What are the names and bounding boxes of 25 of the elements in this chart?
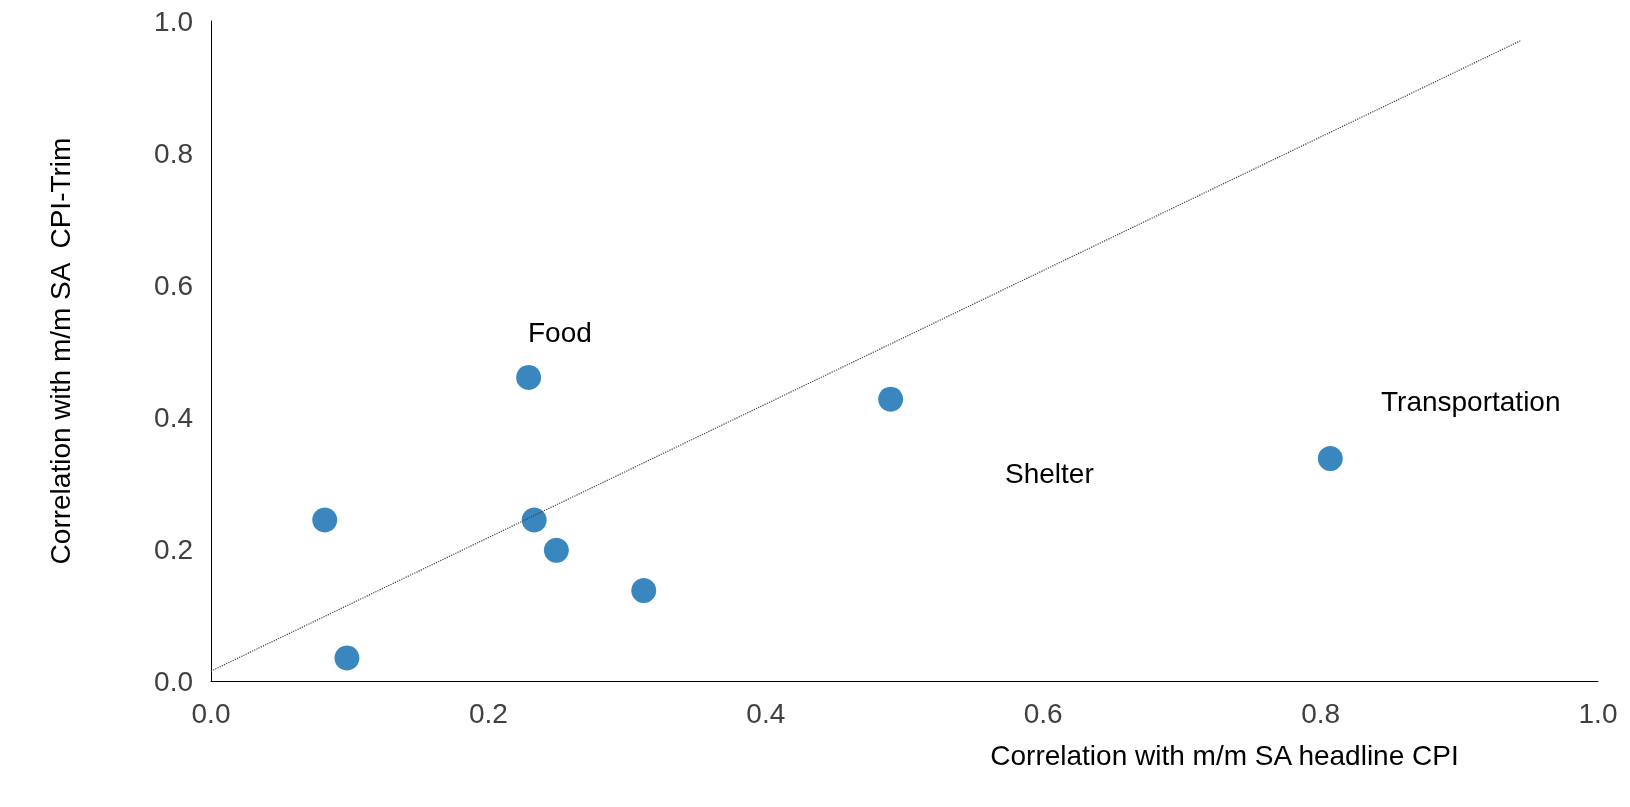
y-tick-label: 0.6 bbox=[154, 269, 193, 301]
point bbox=[878, 386, 904, 412]
y-tick-label: 0.8 bbox=[154, 137, 193, 169]
annotation: Food bbox=[528, 316, 592, 348]
y-tick-label: 1.0 bbox=[154, 5, 193, 37]
annotation: Transportation bbox=[1381, 385, 1561, 417]
x-tick-label: 0.8 bbox=[1301, 697, 1341, 729]
x-tick-label: 0.4 bbox=[746, 697, 786, 729]
point bbox=[631, 578, 657, 604]
y-tick-label: 0.2 bbox=[154, 533, 193, 565]
x-tick-label: 1.0 bbox=[1578, 697, 1618, 729]
x-axis-title: Correlation with m/m SA headline CPI bbox=[990, 739, 1459, 771]
x-tick-label: 0.6 bbox=[1023, 697, 1063, 729]
point bbox=[1317, 446, 1343, 472]
x-tick-label: 0.0 bbox=[191, 697, 231, 729]
annotation: Shelter bbox=[1005, 457, 1094, 489]
point bbox=[543, 537, 569, 563]
point bbox=[334, 645, 360, 671]
point bbox=[312, 507, 338, 533]
point bbox=[516, 364, 542, 390]
y-tick-label: 0.0 bbox=[154, 665, 193, 697]
y-axis-title: Correlation with m/m SA CPI-Trim bbox=[44, 137, 76, 565]
y-tick-label: 0.4 bbox=[154, 401, 193, 433]
x-tick-label: 0.2 bbox=[468, 697, 508, 729]
point bbox=[521, 507, 547, 533]
